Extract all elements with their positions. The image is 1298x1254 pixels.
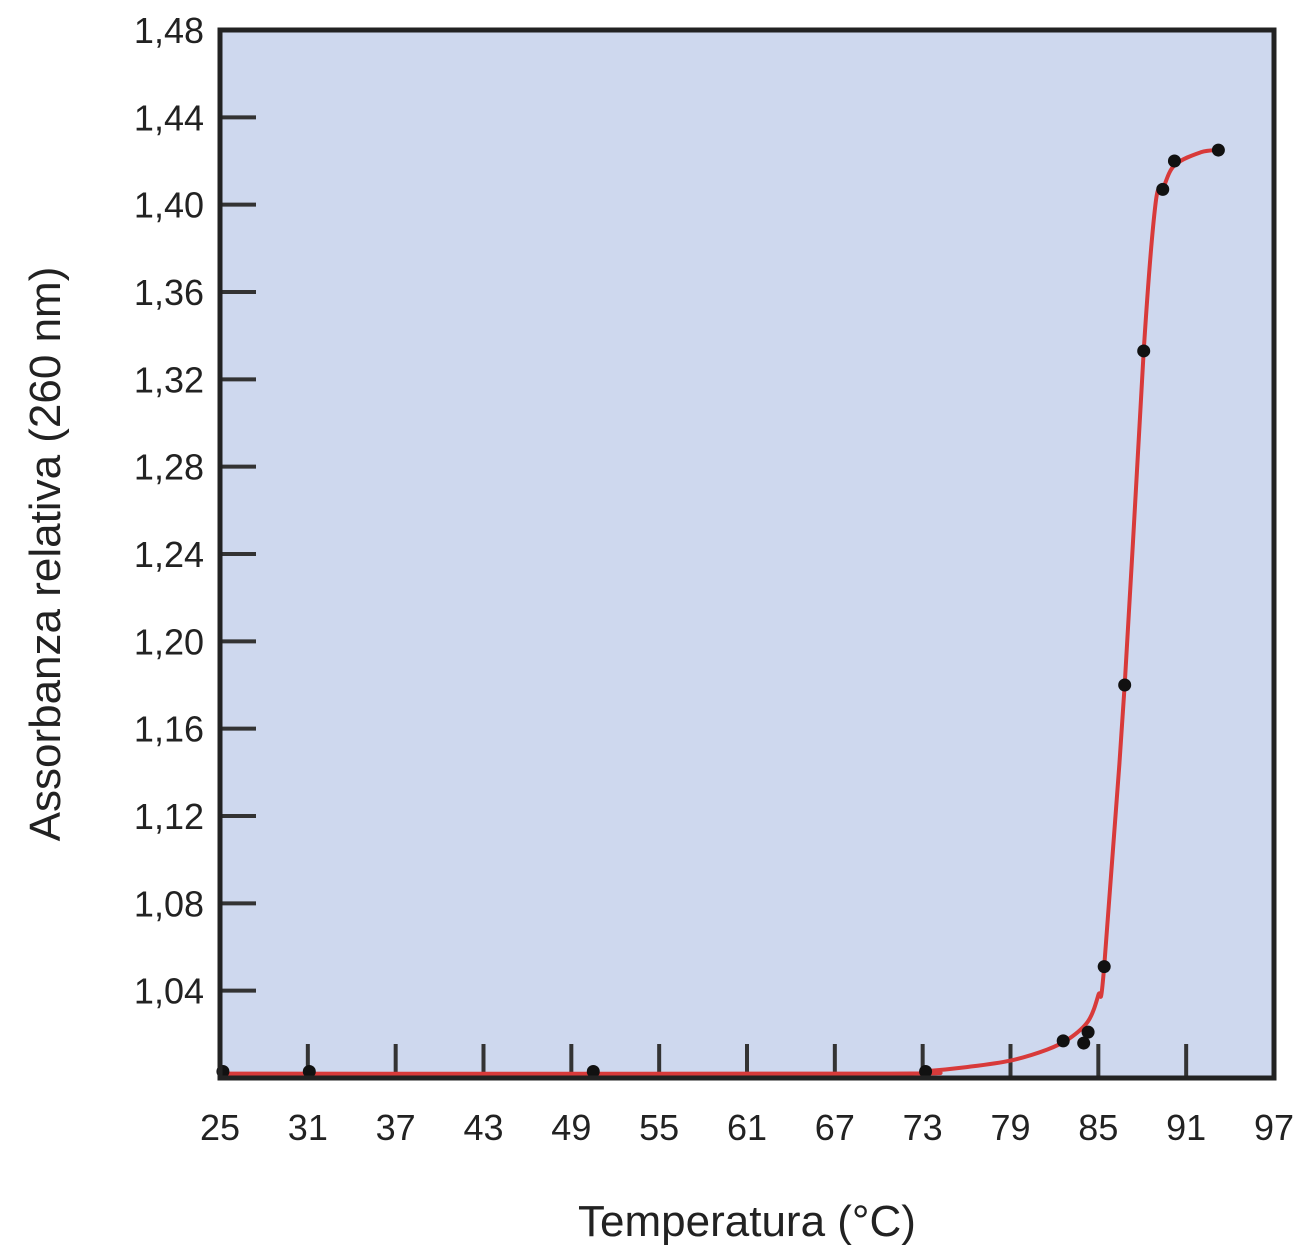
y-tick-label: 1,48: [134, 10, 204, 51]
data-point: [1156, 182, 1170, 196]
y-tick-label: 1,36: [134, 272, 204, 313]
x-tick-label: 31: [288, 1107, 328, 1148]
y-tick-label: 1,44: [134, 97, 204, 138]
x-tick-label: 97: [1254, 1107, 1294, 1148]
x-tick-label: 61: [727, 1107, 767, 1148]
x-tick-label: 43: [463, 1107, 503, 1148]
data-point: [1137, 344, 1151, 358]
data-point: [919, 1064, 933, 1078]
data-point: [302, 1064, 316, 1078]
x-axis-title: Temperatura (°C): [578, 1197, 916, 1246]
y-tick-label: 1,20: [134, 621, 204, 662]
data-point: [1056, 1034, 1070, 1048]
y-axis-tick-labels: 1,04 1,08 1,12 1,16 1,20 1,24 1,28 1,32 1,36 1,40…: [134, 10, 204, 1012]
x-tick-label: 67: [815, 1107, 855, 1148]
data-point: [1118, 678, 1132, 692]
plot-area: [220, 30, 1274, 1078]
x-axis-tick-labels: 25 31 37 43 49 55 61 67 73 79 85 91 97: [200, 1107, 1294, 1148]
y-tick-label: 1,16: [134, 709, 204, 750]
y-tick-label: 1,24: [134, 534, 204, 575]
y-tick-label: 1,04: [134, 971, 204, 1012]
x-tick-label: 79: [990, 1107, 1030, 1148]
y-axis-title: Assorbanza relativa (260 nm): [21, 267, 70, 842]
x-tick-label: 25: [200, 1107, 240, 1148]
data-point: [586, 1064, 600, 1078]
plot-frame: [217, 27, 1277, 1081]
y-tick-label: 1,12: [134, 796, 204, 837]
x-tick-label: 73: [903, 1107, 943, 1148]
x-tick-label: 85: [1078, 1107, 1118, 1148]
y-tick-label: 1,40: [134, 185, 204, 226]
y-tick-label: 1,08: [134, 883, 204, 924]
data-point: [1211, 143, 1225, 157]
data-point: [1167, 154, 1181, 168]
y-tick-label: 1,28: [134, 447, 204, 488]
x-tick-label: 55: [639, 1107, 679, 1148]
x-tick-label: 49: [551, 1107, 591, 1148]
y-tick-label: 1,32: [134, 359, 204, 400]
data-point: [1077, 1036, 1091, 1050]
data-point: [1081, 1025, 1095, 1039]
data-point: [1097, 960, 1111, 974]
x-tick-label: 37: [376, 1107, 416, 1148]
x-tick-label: 91: [1166, 1107, 1206, 1148]
